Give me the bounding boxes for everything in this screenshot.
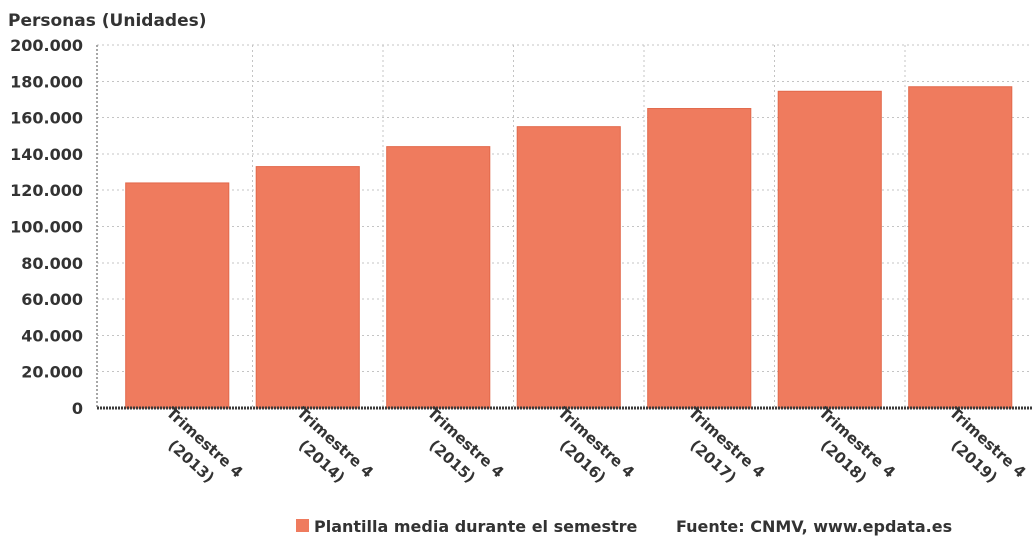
x-tick-group: Trimestre 4 (2017) (669, 404, 772, 502)
y-tick-labels: 0 20.000 40.000 60.000 80.000 100.000 120.000 1… (10, 36, 83, 418)
x-tick-group: Trimestre 4 (2013) (147, 404, 250, 502)
y-tick-label: 100.000 (10, 218, 83, 237)
y-tick-label: 160.000 (10, 109, 83, 128)
x-tick-label: Trimestre 4 (2013) (147, 404, 250, 502)
x-tick-label: Trimestre 4 (2014) (278, 404, 381, 502)
legend: Plantilla media durante el semestre (296, 517, 638, 536)
x-tick-label: Trimestre 4 (2017) (669, 404, 772, 502)
bar-trimestre-4-2016 (516, 126, 621, 409)
y-tick-label: 0 (72, 399, 83, 418)
y-tick-label: 60.000 (21, 290, 83, 309)
x-tick-label: Trimestre 4 (2018) (800, 404, 903, 502)
y-tick-label: 200.000 (10, 36, 83, 55)
y-axis-title: Personas (Unidades) (8, 11, 207, 31)
y-tick-label: 20.000 (21, 363, 83, 382)
bar-trimestre-4-2014 (255, 166, 360, 409)
x-tick-group: Trimestre 4 (2015) (408, 404, 511, 502)
bar-trimestre-4-2017 (647, 108, 752, 409)
y-tick-label: 140.000 (10, 145, 83, 164)
x-tick-label: Trimestre 4 (2015) (408, 404, 511, 502)
y-tick-label: 80.000 (21, 254, 83, 273)
bars (125, 86, 1013, 409)
legend-label: Plantilla media durante el semestre (314, 517, 638, 536)
bar-trimestre-4-2018 (777, 90, 882, 409)
x-tick-group: Trimestre 4 (2016) (539, 404, 642, 502)
bar-trimestre-4-2019 (908, 86, 1013, 409)
x-tick-label: Trimestre 4 (2019) (930, 404, 1032, 502)
y-tick-label: 120.000 (10, 181, 83, 200)
gridlines (97, 44, 1032, 408)
axes (96, 45, 1032, 410)
x-tick-group: Trimestre 4 (2019) (930, 404, 1032, 502)
y-tick-label: 180.000 (10, 72, 83, 91)
legend-swatch (296, 519, 309, 532)
x-tick-labels: Trimestre 4 (2013) Trimestre 4 (2014) Trim… (147, 404, 1032, 502)
bar-trimestre-4-2013 (125, 182, 230, 409)
x-tick-group: Trimestre 4 (2018) (800, 404, 903, 502)
x-tick-label: Trimestre 4 (2016) (539, 404, 642, 502)
x-tick-group: Trimestre 4 (2014) (278, 404, 381, 502)
y-tick-label: 40.000 (21, 326, 83, 345)
source-note: Fuente: CNMV, www.epdata.es (676, 517, 952, 536)
bar-trimestre-4-2015 (386, 146, 491, 409)
